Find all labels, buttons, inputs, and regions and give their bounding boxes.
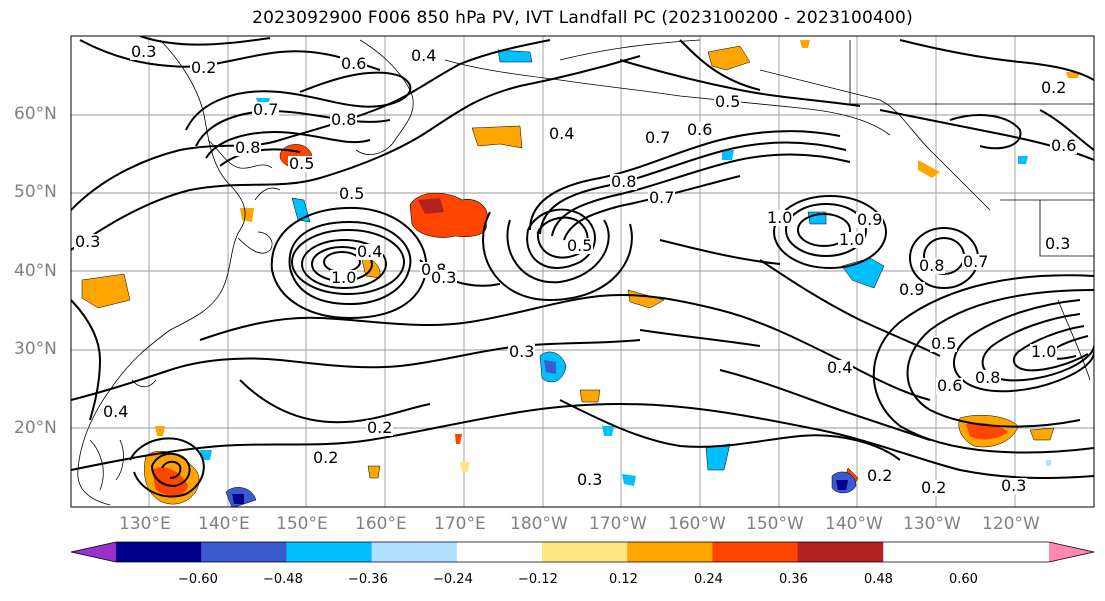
- contour-label: 0.7: [252, 100, 280, 119]
- lon-label-130e: 130°E: [119, 514, 171, 534]
- colorbar-arrow-high: [1049, 542, 1094, 562]
- contour-label: 1.0: [330, 268, 358, 287]
- contour-label: 0.2: [366, 418, 394, 437]
- contour-label: 0.7: [962, 252, 990, 271]
- contour-label: 0.2: [1040, 78, 1068, 97]
- pv-contours: [71, 36, 1094, 498]
- colorbar-tick: 0.60: [949, 572, 978, 587]
- contour-label: 0.6: [936, 376, 964, 395]
- lon-label-160e: 160°E: [355, 514, 407, 534]
- colorbar-segment: [116, 542, 202, 562]
- colorbar-tick: 0.36: [779, 572, 808, 587]
- contour-label: 0.6: [686, 120, 714, 139]
- contour-label: 1.0: [838, 230, 866, 249]
- contour-label: 0.8: [974, 368, 1002, 387]
- colorbar-segment: [286, 542, 373, 562]
- contour-label: 0.3: [576, 470, 604, 489]
- contour-label: 0.8: [918, 256, 946, 275]
- contour-label: 0.2: [312, 448, 340, 467]
- map-title: 2023092900 F006 850 hPa PV, IVT Landfall…: [252, 8, 913, 28]
- colorbar-tick: 0.48: [864, 572, 893, 587]
- lon-label-160w: 160°W: [668, 514, 726, 534]
- colorbar-tick: −0.12: [518, 572, 558, 587]
- contour-label: 0.9: [898, 280, 926, 299]
- lon-label-130w: 130°W: [903, 514, 961, 534]
- contour-label: 0.7: [648, 188, 676, 207]
- contour-label: 0.9: [856, 210, 884, 229]
- contour-label: 0.4: [548, 124, 576, 143]
- contour-label: 0.5: [714, 92, 742, 111]
- contour-label: 0.3: [430, 268, 458, 287]
- contour-label: 0.3: [1044, 234, 1072, 253]
- colorbar-segment: [797, 542, 884, 562]
- lon-label-140e: 140°E: [198, 514, 250, 534]
- contour-label: 0.4: [410, 46, 438, 65]
- contour-label: 0.3: [74, 232, 102, 251]
- contour-label: 0.3: [508, 342, 536, 361]
- colorbar-outline: [70, 541, 1095, 563]
- contour-label: 0.4: [102, 402, 130, 421]
- colorbar-segment: [712, 542, 799, 562]
- colorbar-tick: −0.36: [348, 572, 388, 587]
- lat-label-30n: 30°N: [14, 339, 57, 359]
- contour-label: 0.5: [288, 154, 316, 173]
- lat-label-60n: 60°N: [14, 104, 57, 124]
- contour-label: 0.3: [130, 42, 158, 61]
- colorbar-arrow-low: [71, 542, 116, 562]
- colorbar-segment: [627, 542, 713, 562]
- colorbar-tick: −0.24: [433, 572, 473, 587]
- contour-label: 0.8: [610, 172, 638, 191]
- map-frame: [70, 35, 1095, 508]
- contour-label: 0.2: [190, 58, 218, 77]
- contour-label: 0.8: [330, 110, 358, 129]
- lat-label-20n: 20°N: [14, 418, 57, 438]
- contour-label: 0.2: [866, 466, 894, 485]
- lat-label-40n: 40°N: [14, 261, 57, 281]
- colorbar-segment: [542, 542, 628, 562]
- lon-label-170e: 170°E: [434, 514, 486, 534]
- colorbar-segment: [456, 542, 543, 562]
- lat-label-50n: 50°N: [14, 182, 57, 202]
- colorbar: [70, 541, 1095, 563]
- contour-label: 0.5: [930, 334, 958, 353]
- lon-label-170w: 170°W: [589, 514, 647, 534]
- coastlines: [77, 39, 1094, 506]
- contour-label: 0.2: [920, 478, 948, 497]
- lon-label-150w: 150°W: [746, 514, 804, 534]
- contour-label: 0.8: [234, 138, 262, 157]
- contour-label: 0.6: [340, 54, 368, 73]
- contour-label: 0.4: [356, 242, 384, 261]
- contour-label: 0.5: [566, 236, 594, 255]
- colorbar-tick: 0.12: [609, 572, 638, 587]
- contour-label: 0.4: [826, 358, 854, 377]
- colorbar-tick: 0.24: [694, 572, 723, 587]
- contour-label: 0.3: [1000, 476, 1028, 495]
- lon-label-140w: 140°W: [825, 514, 883, 534]
- contour-label: 1.0: [766, 208, 794, 227]
- colorbar-tick: −0.48: [263, 572, 303, 587]
- contour-label: 0.7: [644, 128, 672, 147]
- lon-label-150e: 150°E: [276, 514, 328, 534]
- colorbar-tick: −0.60: [178, 572, 218, 587]
- colorbar-segment: [371, 542, 458, 562]
- lon-label-180w: 180°W: [510, 514, 568, 534]
- contour-label: 0.6: [1050, 136, 1078, 155]
- lon-label-120w: 120°W: [982, 514, 1040, 534]
- colorbar-segment: [201, 542, 287, 562]
- contour-label: 1.0: [1030, 342, 1058, 361]
- contour-label: 0.5: [338, 184, 366, 203]
